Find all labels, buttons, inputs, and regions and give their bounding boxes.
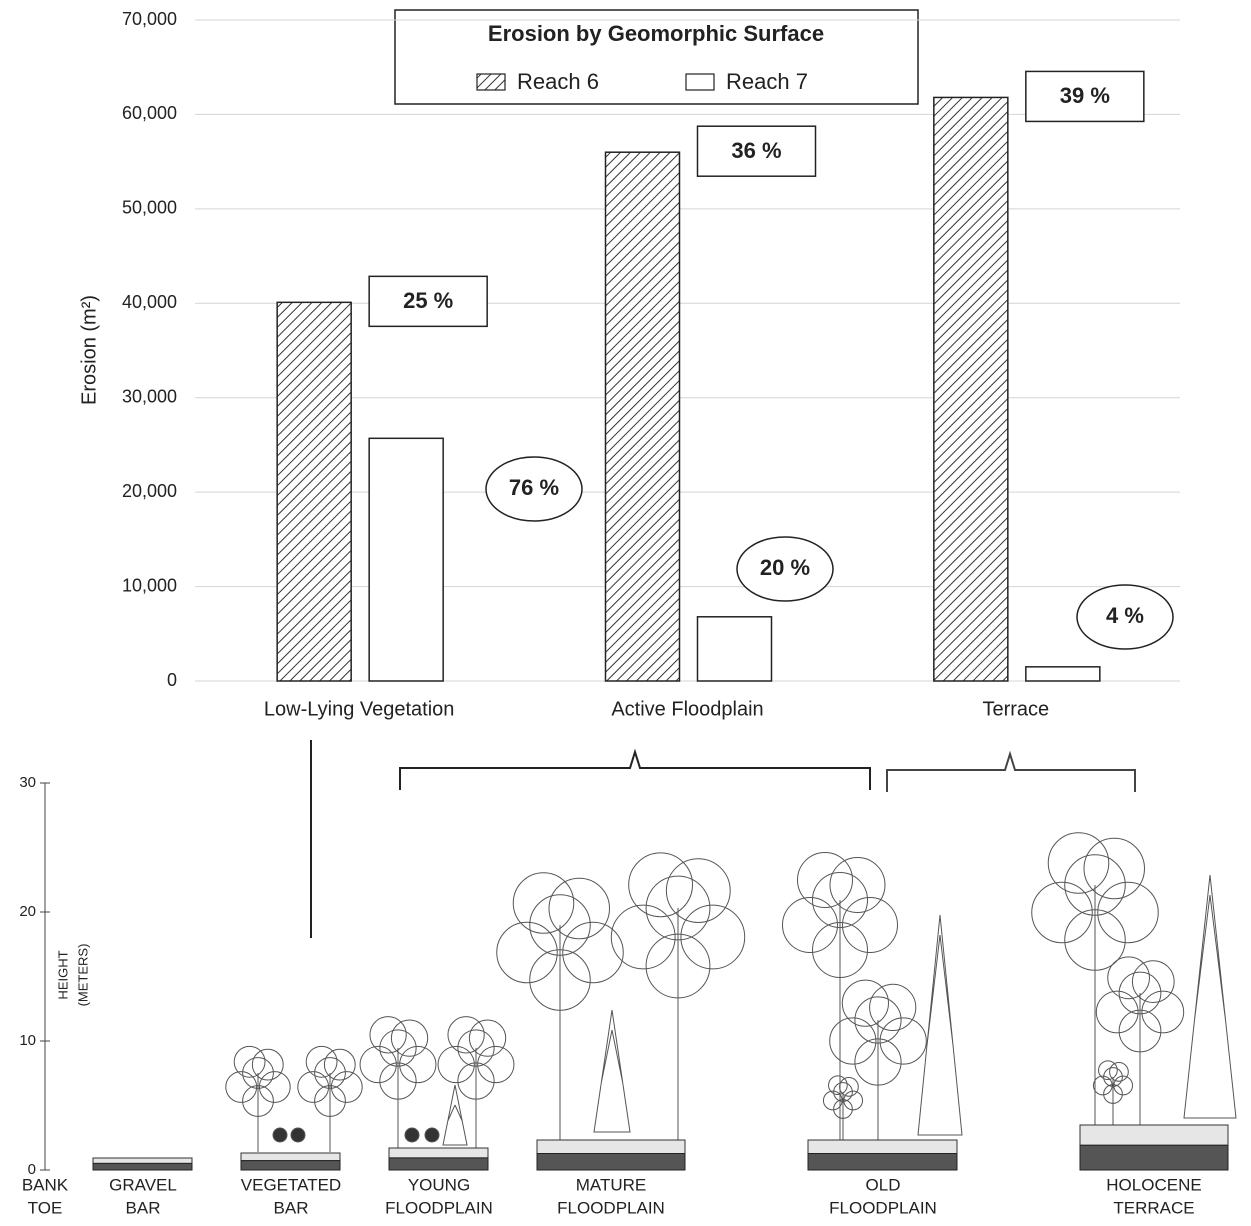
bar xyxy=(369,438,443,681)
bracket xyxy=(400,752,870,790)
ground-layer xyxy=(1080,1125,1228,1145)
tree-crown xyxy=(1084,838,1145,899)
x-category-label: OLD xyxy=(866,1175,901,1194)
tree-crown xyxy=(391,1020,427,1056)
y-tick-label: 60,000 xyxy=(122,103,177,123)
tree-crown xyxy=(324,1049,355,1080)
ground-layer xyxy=(389,1158,488,1170)
figure: Erosion by Geomorphic Surface 0 10,000 20,… xyxy=(0,0,1251,1226)
y-tick-label: 30 xyxy=(19,774,36,791)
tree-crown xyxy=(1110,1063,1129,1082)
legend-swatch xyxy=(686,74,714,90)
x-category-label: MATURE xyxy=(576,1175,647,1194)
x-category-label: TOE xyxy=(28,1198,63,1217)
ground-layer xyxy=(808,1140,957,1154)
x-category-label: FLOODPLAIN xyxy=(829,1198,937,1217)
x-category-label: FLOODPLAIN xyxy=(557,1198,665,1217)
y-tick-label: 70,000 xyxy=(122,9,177,29)
ground-layer xyxy=(93,1163,192,1170)
bracket xyxy=(887,754,1135,792)
tree-crown xyxy=(252,1049,283,1080)
ground-layer xyxy=(389,1148,488,1158)
bar xyxy=(606,152,680,681)
legend-label: Reach 7 xyxy=(726,69,808,94)
annotation: 25 % xyxy=(403,288,453,313)
annotation: 20 % xyxy=(760,555,810,580)
bar xyxy=(698,617,772,681)
shrub xyxy=(425,1128,439,1142)
ground-layer xyxy=(537,1154,685,1171)
shrub xyxy=(291,1128,305,1142)
y-tick-label: 0 xyxy=(167,670,177,690)
tree-crown xyxy=(549,878,610,939)
annotation: 4 % xyxy=(1106,603,1144,628)
x-category-label: GRAVEL xyxy=(109,1175,177,1194)
tree-crown xyxy=(870,984,916,1030)
annotation: 36 % xyxy=(731,138,781,163)
x-tick-label: Active Floodplain xyxy=(611,698,763,720)
x-category-label: VEGETATED xyxy=(241,1175,341,1194)
shrub xyxy=(405,1128,419,1142)
tree-crown xyxy=(1132,961,1174,1003)
bar xyxy=(934,97,1008,681)
conifer xyxy=(594,1010,630,1132)
ground-layer xyxy=(537,1140,685,1154)
ground-layer xyxy=(808,1154,957,1171)
annotation: 76 % xyxy=(509,475,559,500)
y-tick-label: 20 xyxy=(19,903,36,920)
tree-crown xyxy=(840,1078,859,1097)
conifer xyxy=(1184,875,1236,1118)
x-category-label: BANK xyxy=(22,1175,69,1194)
y-tick-label: 50,000 xyxy=(122,198,177,218)
y-tick-label: 30,000 xyxy=(122,386,177,406)
x-category-label: HOLOCENE xyxy=(1106,1175,1201,1194)
annotation: 39 % xyxy=(1060,83,1110,108)
bar xyxy=(277,302,351,681)
ground-layer xyxy=(241,1161,340,1170)
x-tick-label: Terrace xyxy=(982,698,1049,720)
tree-crown xyxy=(666,859,730,923)
shrub xyxy=(273,1128,287,1142)
x-category-label: BAR xyxy=(126,1198,161,1217)
conifer xyxy=(918,915,962,1135)
x-category-label: YOUNG xyxy=(408,1175,470,1194)
x-category-label: BAR xyxy=(274,1198,309,1217)
y-axis-label: (METERS) xyxy=(75,944,90,1007)
y-tick-label: 10,000 xyxy=(122,575,177,595)
tree-crown xyxy=(469,1020,505,1056)
ground-layer xyxy=(93,1158,192,1163)
ground-layer xyxy=(1080,1145,1228,1170)
y-tick-label: 10 xyxy=(19,1032,36,1049)
vegetation xyxy=(226,833,1236,1152)
ground-layer xyxy=(241,1153,340,1161)
x-category-label: TERRACE xyxy=(1113,1198,1194,1217)
y-axis-label: HEIGHT xyxy=(55,950,70,999)
tree-crown xyxy=(830,858,885,913)
y-tick-label: 20,000 xyxy=(122,481,177,501)
y-axis-label: Erosion (m²) xyxy=(78,295,100,405)
x-category-label: FLOODPLAIN xyxy=(385,1198,493,1217)
y-tick-label: 40,000 xyxy=(122,292,177,312)
x-tick-label: Low-Lying Vegetation xyxy=(264,698,455,720)
legend-label: Reach 6 xyxy=(517,69,599,94)
bar xyxy=(1026,667,1100,681)
legend-swatch xyxy=(477,74,505,90)
legend-title: Erosion by Geomorphic Surface xyxy=(488,21,824,46)
